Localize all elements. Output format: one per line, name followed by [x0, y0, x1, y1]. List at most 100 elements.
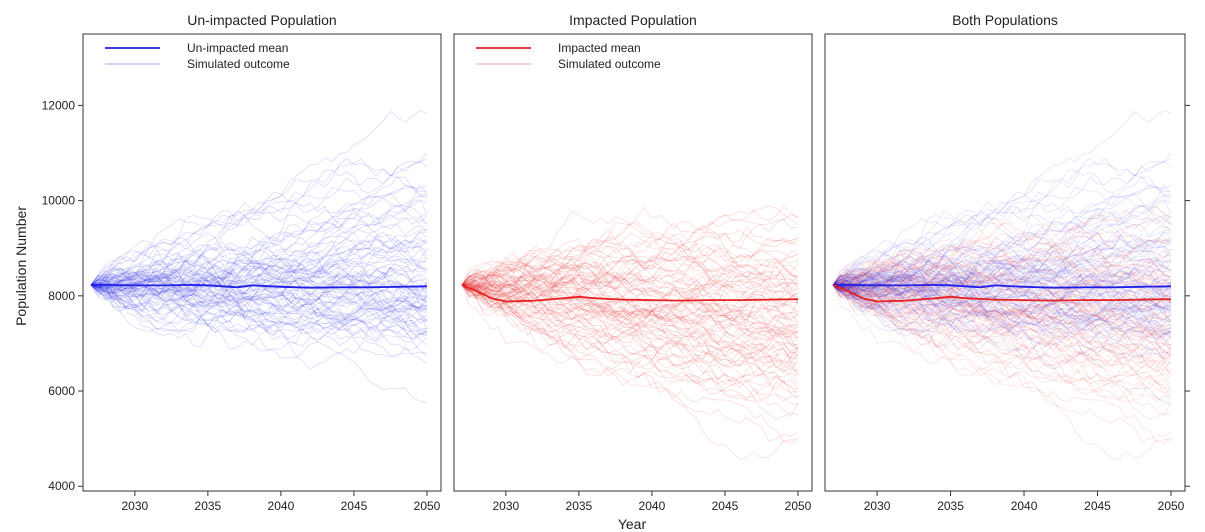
simulated-outcome-line: [832, 278, 1172, 325]
x-tick-label: 2040: [639, 499, 666, 513]
simulated-outcome-line: [832, 284, 1172, 338]
simulated-outcome-line: [90, 257, 428, 311]
simulated-outcome-line: [461, 284, 799, 353]
simulated-outcome-line: [461, 284, 799, 442]
simulated-outcome-line: [832, 214, 1172, 307]
simulated-outcome-line: [90, 284, 428, 333]
simulated-outcome-line: [90, 275, 428, 335]
x-tick-label: 2035: [195, 499, 222, 513]
simulated-outcome-line: [461, 284, 799, 374]
simulated-outcome-line: [90, 284, 428, 359]
simulated-outcome-line: [832, 247, 1172, 291]
legend-entry: Impacted mean: [558, 41, 641, 55]
simulated-outcome-line: [832, 254, 1172, 299]
simulated-outcome-line: [90, 273, 428, 296]
simulated-outcome-line: [832, 234, 1172, 313]
simulated-outcome-line: [832, 274, 1172, 346]
simulated-outcome-line: [90, 280, 428, 333]
simulated-outcome-line: [90, 273, 428, 317]
simulated-outcome-line: [832, 271, 1172, 360]
simulated-outcome-line: [462, 284, 799, 356]
simulated-outcome-line: [461, 259, 799, 337]
simulated-outcome-line: [461, 284, 799, 368]
simulated-outcome-line: [832, 250, 1172, 318]
simulated-outcome-line: [832, 258, 1172, 298]
simulated-outcome-line: [461, 272, 799, 319]
simulated-outcome-line: [90, 273, 428, 323]
simulated-outcome-line: [832, 278, 1172, 315]
simulated-outcome-line: [461, 284, 799, 371]
simulated-outcome-line: [461, 273, 799, 399]
simulated-outcome-line: [461, 262, 799, 349]
simulated-outcome-line: [90, 260, 428, 291]
simulated-outcome-line: [832, 157, 1172, 286]
simulated-outcome-line: [461, 232, 799, 290]
simulated-outcome-line: [832, 273, 1172, 327]
simulated-outcome-line: [832, 259, 1172, 299]
simulated-outcome-line: [461, 205, 799, 292]
simulated-outcome-line: [90, 284, 428, 322]
simulated-outcome-line: [832, 169, 1172, 291]
simulated-outcome-line: [461, 259, 799, 320]
simulated-outcome-line: [90, 281, 428, 330]
simulated-outcome-line: [833, 284, 1172, 356]
simulated-outcome-line: [832, 275, 1172, 370]
simulated-outcome-line: [90, 169, 428, 291]
simulated-outcome-line: [832, 244, 1172, 289]
simulated-outcome-line: [832, 264, 1172, 307]
simulated-outcome-line: [90, 254, 428, 299]
simulated-outcome-line: [832, 266, 1172, 303]
simulated-outcome-line: [90, 268, 428, 317]
simulated-outcome-line: [832, 273, 1172, 296]
simulated-outcome-line: [832, 284, 1172, 322]
simulated-outcome-line: [832, 284, 1172, 460]
x-tick-label: 2045: [341, 499, 368, 513]
simulated-outcome-line: [90, 276, 428, 364]
mean-line-un-impacted-mean: [833, 283, 1172, 289]
simulated-outcome-line: [832, 280, 1172, 333]
simulated-outcome-line: [832, 277, 1172, 338]
simulated-outcome-line: [832, 206, 1172, 286]
simulated-outcome-line: [461, 260, 799, 334]
simulated-outcome-line: [461, 247, 799, 291]
simulated-outcome-line: [832, 253, 1172, 289]
simulated-outcome-line: [832, 276, 1172, 364]
simulated-outcome-line: [832, 284, 1172, 375]
simulated-outcome-line: [90, 158, 428, 289]
simulated-outcome-line: [90, 270, 428, 327]
x-tick-label: 2035: [566, 499, 593, 513]
simulated-outcome-line: [90, 110, 428, 290]
simulated-outcome-line: [90, 184, 428, 298]
simulated-outcome-line: [90, 274, 428, 347]
simulated-outcome-line: [461, 278, 799, 401]
simulated-outcome-line: [832, 158, 1172, 289]
simulated-outcome-line: [90, 229, 428, 297]
simulated-outcome-line: [832, 284, 1172, 375]
simulated-outcome-line: [90, 217, 428, 286]
simulated-outcome-line: [461, 280, 799, 342]
simulated-outcome-lines: [461, 205, 799, 460]
simulated-outcome-line: [832, 269, 1172, 321]
simulated-outcome-line: [461, 225, 799, 286]
simulated-outcome-line: [832, 199, 1172, 286]
simulated-outcome-line: [832, 184, 1172, 287]
simulated-outcome-line: [832, 273, 1172, 317]
legend-entry: Un-impacted mean: [187, 41, 288, 55]
simulated-outcome-line: [832, 266, 1172, 383]
simulated-outcome-line: [832, 240, 1172, 291]
simulated-outcome-line: [461, 259, 799, 299]
simulated-outcome-line: [461, 264, 799, 312]
simulated-outcome-line: [90, 266, 428, 309]
simulated-outcome-line: [832, 278, 1172, 341]
simulated-outcome-line: [832, 284, 1172, 355]
simulated-outcome-line: [461, 284, 799, 395]
simulated-outcome-line: [90, 276, 428, 332]
simulated-outcome-line: [832, 276, 1172, 330]
simulated-outcome-line: [832, 234, 1172, 297]
simulated-outcome-line: [832, 231, 1172, 286]
simulated-outcome-line: [832, 266, 1172, 297]
panel-title: Un-impacted Population: [187, 12, 336, 28]
simulated-outcome-line: [832, 152, 1172, 286]
simulated-outcome-line: [832, 284, 1172, 366]
simulated-outcome-line: [832, 260, 1172, 294]
